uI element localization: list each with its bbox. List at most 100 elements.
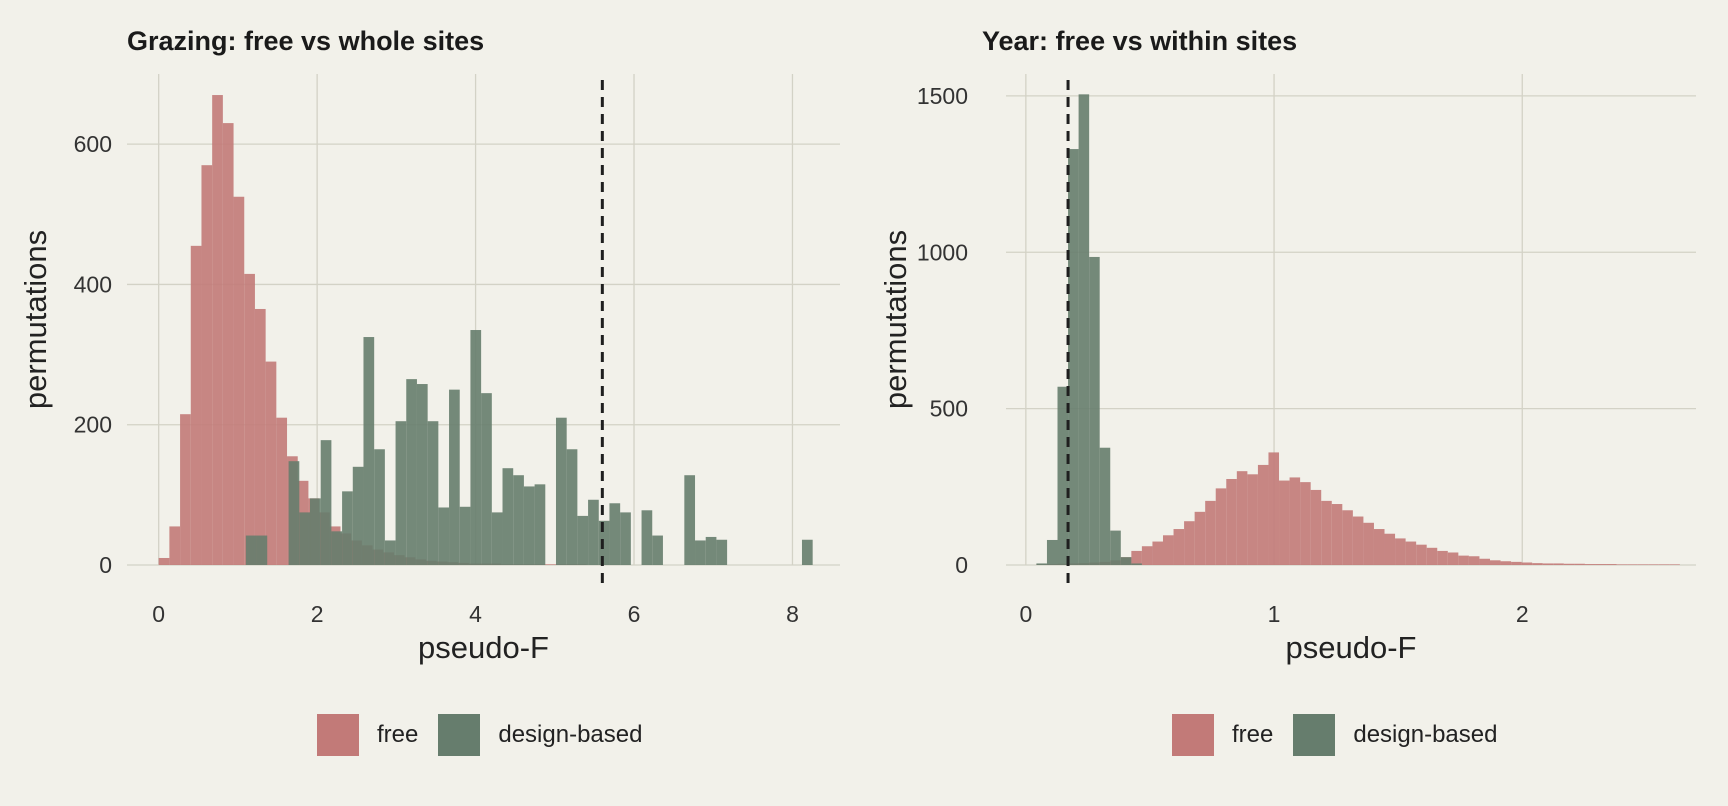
design-based-bar [245,535,257,565]
free-bar [201,165,213,565]
x-axis-label: pseudo-F [1286,630,1417,665]
year-histogram: 0 500 1000 1500 0 1 2 pseudo-F permutations [878,74,1696,665]
free-bar [1511,561,1522,565]
free-bar [1152,541,1163,565]
design-based-bar [256,535,268,565]
design-based-bar [652,535,663,565]
year-panel: Year: free vs within sites 0 500 1000 1500 0… [864,0,1728,806]
free-bar [169,526,181,565]
free-bar [1553,563,1564,565]
design-based-bar [481,393,492,565]
legend-label-free: free [1232,721,1274,748]
design-based-bar [513,475,524,565]
design-based-bar [1089,256,1100,565]
design-based-bar [577,515,589,565]
y-tick-label: 500 [930,396,968,422]
design-based-bar [1110,530,1121,565]
design-based-bar [588,499,599,565]
free-bar [1437,550,1448,565]
free-bar [265,361,277,565]
legend-item-free: free [317,714,418,756]
design-based-bar [470,330,482,565]
free-bar [190,245,202,565]
free-bar [222,123,234,565]
design-based-bar [801,539,813,565]
legend: free design-based [317,714,662,756]
free-bar [276,417,288,565]
design-based-bar [395,421,407,565]
design-based-bar [555,417,567,565]
design-based-bar [363,337,375,565]
design-based-bar [705,536,717,565]
y-axis-label: permutations [878,230,913,409]
free-bar [1162,535,1174,565]
x-tick-label: 6 [628,601,641,627]
grazing-histogram: 0 200 400 600 0 2 4 6 8 pseudo-F permutations [18,74,840,665]
free-bar [1257,464,1269,565]
free-bar [158,557,170,565]
free-bar [1268,452,1280,565]
design-based-bar [620,512,631,565]
x-axis-label: pseudo-F [418,630,549,665]
y-tick-label: 1500 [917,83,968,109]
free-bar [1500,561,1512,565]
legend-item-design-based: design-based [1293,714,1497,756]
free-bar [212,95,223,566]
free-bar [180,414,191,565]
free-bar [1352,516,1364,565]
design-based-bar [695,540,706,565]
x-tick-label: 0 [152,601,165,627]
design-based-bar [288,461,300,565]
design-based-bar [459,506,471,565]
y-tick-label: 0 [99,552,112,578]
free-bar [244,273,255,565]
x-tick-label: 1 [1268,601,1281,627]
free-bar [1300,482,1311,565]
design-based-bar [342,491,353,565]
legend-label-design-based: design-based [498,721,643,748]
design-based-bar [1036,563,1047,565]
y-tick-label: 0 [955,552,968,578]
design-based-bar [716,539,728,565]
free-bar [1616,564,1628,565]
free-swatch [317,714,359,756]
free-bar [543,564,555,565]
free-bar [1416,544,1427,565]
design-based-bar [331,531,343,565]
free-bar [1669,564,1680,565]
free-bar [1131,550,1142,565]
design-based-bar [641,510,653,565]
free-bar [1627,564,1638,565]
design-based-bar [416,384,428,565]
design-based-bar [502,468,514,565]
panel-title: Year: free vs within sites [982,26,1298,56]
free-bar [1205,500,1216,565]
free-bar [233,196,245,565]
design-based-bar [310,498,321,565]
design-based-swatch [438,714,481,756]
design-based-bar [438,507,450,565]
design-based-bar [609,503,621,565]
free-bar [1584,564,1596,565]
x-tick-label: 2 [1516,601,1529,627]
design-based-bar [523,486,535,565]
design-based-bar [684,475,696,565]
free-bar [1236,471,1248,565]
free-bar [1247,474,1258,565]
free-bar [1342,510,1353,565]
free-bar [1289,477,1301,565]
free-bar [1489,560,1501,565]
panel-title: Grazing: free vs whole sites [127,26,485,56]
design-based-bar [534,484,546,565]
free-bar [1521,562,1533,565]
free-bar [1279,480,1290,565]
free-bar [1648,564,1659,565]
design-based-bar [427,421,439,565]
free-bar [1226,478,1237,565]
design-based-bar [1120,557,1132,565]
legend-label-design-based: design-based [1353,721,1498,748]
y-tick-label: 1000 [917,239,968,265]
design-based-bar [566,449,578,565]
free-bar [1363,522,1374,565]
